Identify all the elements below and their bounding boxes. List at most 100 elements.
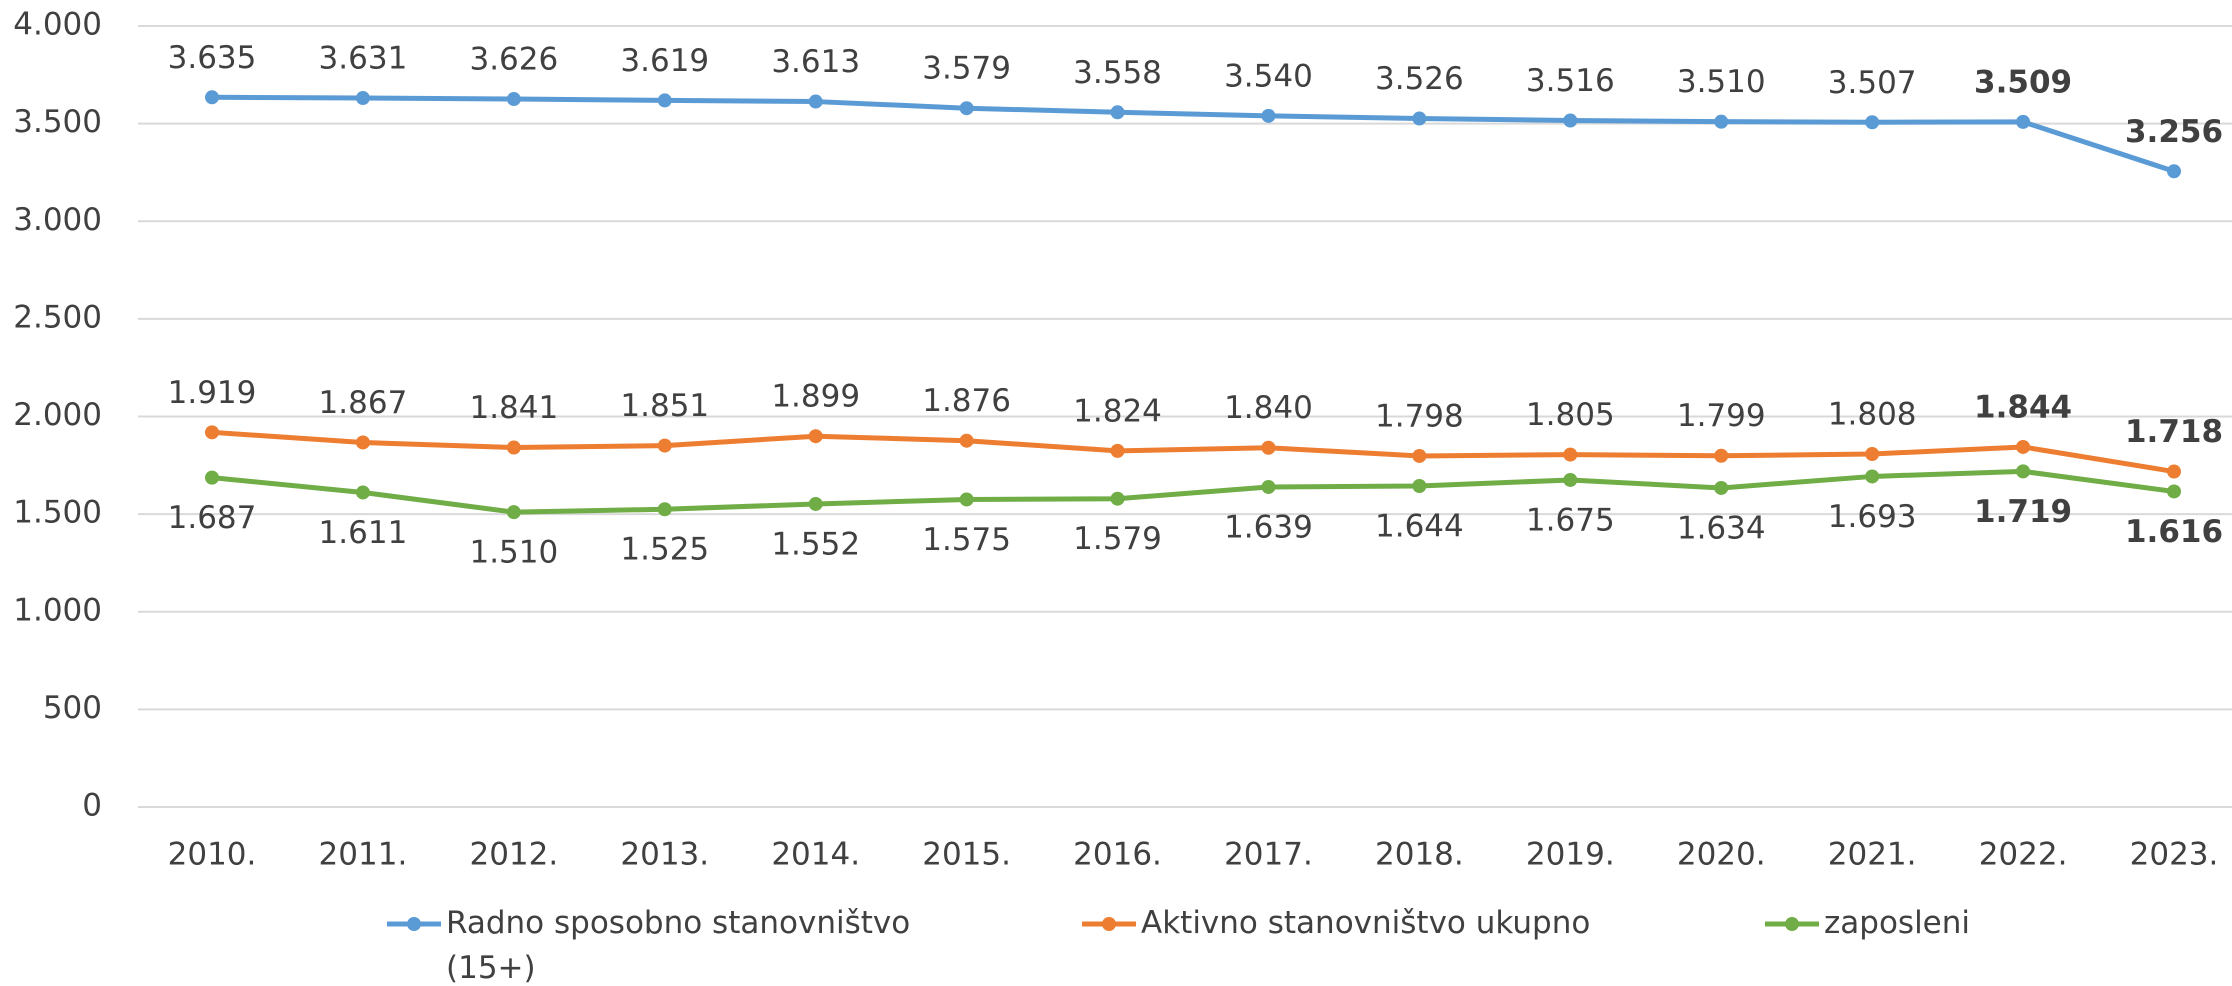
y-tick-label: 0 (82, 788, 102, 824)
data-label: 1.840 (1224, 390, 1313, 426)
x-tick-label: 2014. (771, 837, 860, 873)
data-point (1865, 115, 1880, 130)
data-point (2167, 484, 2181, 499)
y-tick-label: 3.000 (13, 202, 102, 238)
data-label: 1.675 (1526, 502, 1615, 538)
x-tick-label: 2023. (2130, 837, 2219, 873)
data-point (657, 93, 672, 108)
data-point (205, 470, 219, 485)
data-label: 1.719 (1974, 494, 2072, 530)
data-point (1714, 480, 1729, 495)
data-point (1714, 114, 1729, 129)
data-point (205, 90, 219, 105)
data-point (808, 429, 823, 444)
data-label: 1.579 (1073, 521, 1162, 557)
data-point (2016, 114, 2031, 129)
data-point (506, 505, 521, 520)
data-point (506, 440, 521, 455)
series-line (211, 94, 2175, 174)
data-label: 3.635 (168, 40, 257, 76)
data-label: 1.824 (1073, 393, 1162, 429)
data-label: 1.844 (1974, 389, 2072, 425)
data-point (1261, 479, 1276, 494)
data-point (355, 485, 370, 500)
data-label: 1.799 (1677, 398, 1766, 434)
data-label: 1.805 (1526, 397, 1615, 433)
y-tick-label: 1.500 (13, 495, 102, 531)
data-label: 1.876 (922, 383, 1011, 419)
data-point (808, 496, 823, 511)
y-tick-label: 2.000 (13, 397, 102, 433)
data-point (1563, 447, 1578, 462)
data-point (1865, 446, 1880, 461)
data-point (1110, 491, 1125, 506)
data-point (1412, 448, 1427, 463)
y-tick-label: 1.000 (13, 592, 102, 628)
legend-label: zaposleni (1824, 905, 1971, 941)
x-tick-label: 2021. (1828, 837, 1917, 873)
data-label: 1.687 (168, 500, 257, 536)
data-point (959, 492, 974, 507)
data-point (1865, 469, 1880, 484)
data-label: 3.516 (1526, 63, 1615, 99)
data-label: 3.613 (771, 44, 860, 80)
data-point (1412, 479, 1427, 494)
data-label: 3.509 (1974, 64, 2072, 100)
x-tick-label: 2017. (1224, 837, 1313, 873)
data-label: 3.631 (319, 41, 408, 77)
data-point (355, 435, 370, 450)
x-tick-label: 2019. (1526, 837, 1615, 873)
data-point (1110, 443, 1125, 458)
y-tick-label: 500 (43, 690, 102, 726)
series-line (211, 468, 2175, 515)
data-point (1412, 111, 1427, 126)
data-label: 1.552 (771, 526, 860, 562)
data-point (959, 101, 974, 116)
x-tick-label: 2018. (1375, 837, 1464, 873)
data-point (2016, 439, 2031, 454)
data-point (506, 92, 521, 107)
x-tick-label: 2011. (319, 837, 408, 873)
x-tick-label: 2016. (1073, 837, 1162, 873)
data-label: 3.526 (1375, 61, 1464, 97)
series-line (211, 429, 2175, 475)
data-point (808, 94, 823, 109)
x-tick-label: 2015. (922, 837, 1011, 873)
data-point (1563, 472, 1578, 487)
data-label: 1.616 (2125, 514, 2223, 550)
legend-label: Radno sposobno stanovništvo (15+) (446, 905, 911, 986)
data-label: 3.510 (1677, 64, 1766, 100)
data-point (1714, 448, 1729, 463)
x-tick-label: 2013. (620, 837, 709, 873)
legend-marker (1785, 917, 1799, 931)
data-point (2167, 464, 2181, 479)
data-label: 1.798 (1375, 398, 1464, 434)
data-label: 1.808 (1828, 396, 1917, 432)
data-label: 1.851 (620, 388, 709, 424)
legend-label: Aktivno stanovništvo ukupno (1141, 905, 1591, 941)
data-label: 1.510 (469, 535, 558, 571)
data-point (959, 433, 974, 448)
data-point (657, 502, 672, 517)
data-point (2167, 164, 2181, 179)
data-label: 3.558 (1073, 55, 1162, 91)
data-label: 3.619 (620, 43, 709, 79)
x-tick-label: 2010. (168, 837, 257, 873)
data-point (1110, 105, 1125, 120)
data-point (657, 438, 672, 453)
y-tick-label: 4.000 (13, 7, 102, 43)
data-label: 1.899 (771, 379, 860, 415)
data-label: 1.718 (2125, 414, 2223, 450)
data-label: 3.540 (1224, 58, 1313, 94)
data-point (355, 91, 370, 106)
data-label: 1.634 (1677, 510, 1766, 546)
data-point (1563, 113, 1578, 128)
y-tick-label: 2.500 (13, 299, 102, 335)
x-tick-label: 2022. (1979, 837, 2068, 873)
data-label: 3.626 (469, 42, 558, 78)
x-tick-label: 2020. (1677, 837, 1766, 873)
data-label: 1.525 (620, 532, 709, 568)
data-label: 1.611 (319, 515, 408, 551)
data-point (1261, 440, 1276, 455)
